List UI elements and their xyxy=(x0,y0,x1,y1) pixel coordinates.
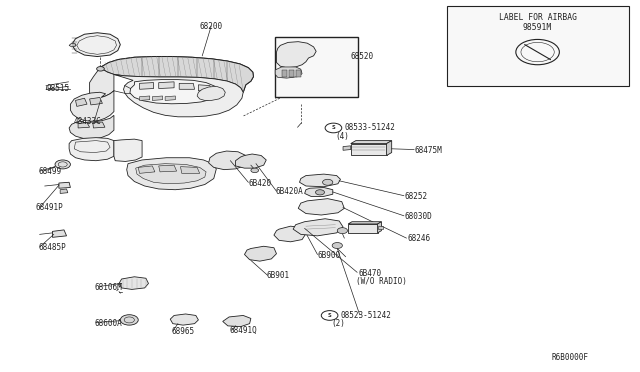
Text: 68600A: 68600A xyxy=(95,319,122,328)
Polygon shape xyxy=(136,164,206,184)
Text: 68491P: 68491P xyxy=(35,203,63,212)
Polygon shape xyxy=(165,96,175,100)
Text: 6B470: 6B470 xyxy=(358,269,381,278)
Text: 68252: 68252 xyxy=(404,192,428,201)
Polygon shape xyxy=(236,154,266,168)
Text: 68030D: 68030D xyxy=(404,212,432,221)
Polygon shape xyxy=(276,42,316,68)
Polygon shape xyxy=(159,165,177,172)
Polygon shape xyxy=(69,43,76,47)
Polygon shape xyxy=(127,158,216,190)
Circle shape xyxy=(120,315,138,325)
Text: 6B420A: 6B420A xyxy=(275,187,303,196)
Text: 68106M: 68106M xyxy=(95,283,122,292)
Circle shape xyxy=(251,168,259,173)
Circle shape xyxy=(332,243,342,248)
Polygon shape xyxy=(69,115,114,139)
Polygon shape xyxy=(114,74,243,117)
Polygon shape xyxy=(101,57,253,92)
Text: 6B901: 6B901 xyxy=(266,271,289,280)
Text: 68246: 68246 xyxy=(407,234,430,243)
Polygon shape xyxy=(180,167,200,173)
Bar xyxy=(282,70,287,77)
Bar xyxy=(289,70,294,77)
Text: (W/O RADIO): (W/O RADIO) xyxy=(356,277,406,286)
Polygon shape xyxy=(70,91,114,121)
Polygon shape xyxy=(72,33,120,57)
Text: (2): (2) xyxy=(332,319,346,328)
Circle shape xyxy=(55,160,70,169)
Text: 68200: 68200 xyxy=(200,22,223,31)
Polygon shape xyxy=(274,226,306,242)
Polygon shape xyxy=(378,226,383,229)
Polygon shape xyxy=(300,174,340,187)
Polygon shape xyxy=(198,85,211,91)
Polygon shape xyxy=(140,83,154,89)
Text: 68491Q: 68491Q xyxy=(229,326,257,335)
Text: LABEL FOR AIRBAG: LABEL FOR AIRBAG xyxy=(499,13,577,22)
Circle shape xyxy=(337,228,348,234)
Polygon shape xyxy=(298,199,344,215)
Polygon shape xyxy=(152,96,163,100)
Polygon shape xyxy=(159,82,174,89)
Polygon shape xyxy=(119,277,148,289)
Polygon shape xyxy=(209,151,248,170)
Text: 98591M: 98591M xyxy=(523,23,552,32)
Bar xyxy=(296,70,301,77)
Polygon shape xyxy=(275,67,302,78)
Polygon shape xyxy=(90,67,114,97)
Polygon shape xyxy=(52,230,67,237)
Polygon shape xyxy=(293,219,343,236)
Text: S: S xyxy=(328,313,332,318)
Polygon shape xyxy=(197,86,225,100)
Text: 08533-51242: 08533-51242 xyxy=(344,124,395,132)
Text: 08523-51242: 08523-51242 xyxy=(340,311,391,320)
Polygon shape xyxy=(387,141,392,155)
Circle shape xyxy=(316,190,324,195)
Text: R6B0000F: R6B0000F xyxy=(552,353,589,362)
Text: 6B900: 6B900 xyxy=(317,251,340,260)
Polygon shape xyxy=(378,222,381,233)
Text: 98515: 98515 xyxy=(46,84,69,93)
Polygon shape xyxy=(343,146,351,150)
Polygon shape xyxy=(348,224,378,233)
Polygon shape xyxy=(170,314,198,325)
Polygon shape xyxy=(59,182,70,188)
Polygon shape xyxy=(78,123,90,128)
Circle shape xyxy=(325,123,342,133)
Text: S: S xyxy=(332,125,335,131)
Text: 6B420: 6B420 xyxy=(248,179,271,187)
Text: (4): (4) xyxy=(335,132,349,141)
Polygon shape xyxy=(244,246,276,261)
Polygon shape xyxy=(90,97,102,105)
Polygon shape xyxy=(305,187,333,196)
Polygon shape xyxy=(138,166,155,173)
Polygon shape xyxy=(60,189,68,193)
Text: 68485P: 68485P xyxy=(38,243,66,251)
Bar xyxy=(275,37,358,97)
Bar xyxy=(447,6,629,86)
Polygon shape xyxy=(348,222,381,224)
Polygon shape xyxy=(223,315,251,327)
Polygon shape xyxy=(114,139,142,161)
Circle shape xyxy=(97,67,104,71)
Polygon shape xyxy=(93,122,105,128)
Polygon shape xyxy=(351,144,387,155)
Polygon shape xyxy=(69,138,114,161)
Circle shape xyxy=(321,311,338,320)
Text: 68520: 68520 xyxy=(351,52,374,61)
Polygon shape xyxy=(140,96,150,100)
Text: 68499: 68499 xyxy=(38,167,61,176)
Polygon shape xyxy=(76,98,87,106)
Polygon shape xyxy=(130,80,219,104)
Polygon shape xyxy=(179,83,195,89)
Circle shape xyxy=(323,179,333,185)
Text: 68965: 68965 xyxy=(172,327,195,336)
Text: 48433C: 48433C xyxy=(74,117,101,126)
Text: 68475M: 68475M xyxy=(415,146,442,155)
Polygon shape xyxy=(351,141,392,144)
